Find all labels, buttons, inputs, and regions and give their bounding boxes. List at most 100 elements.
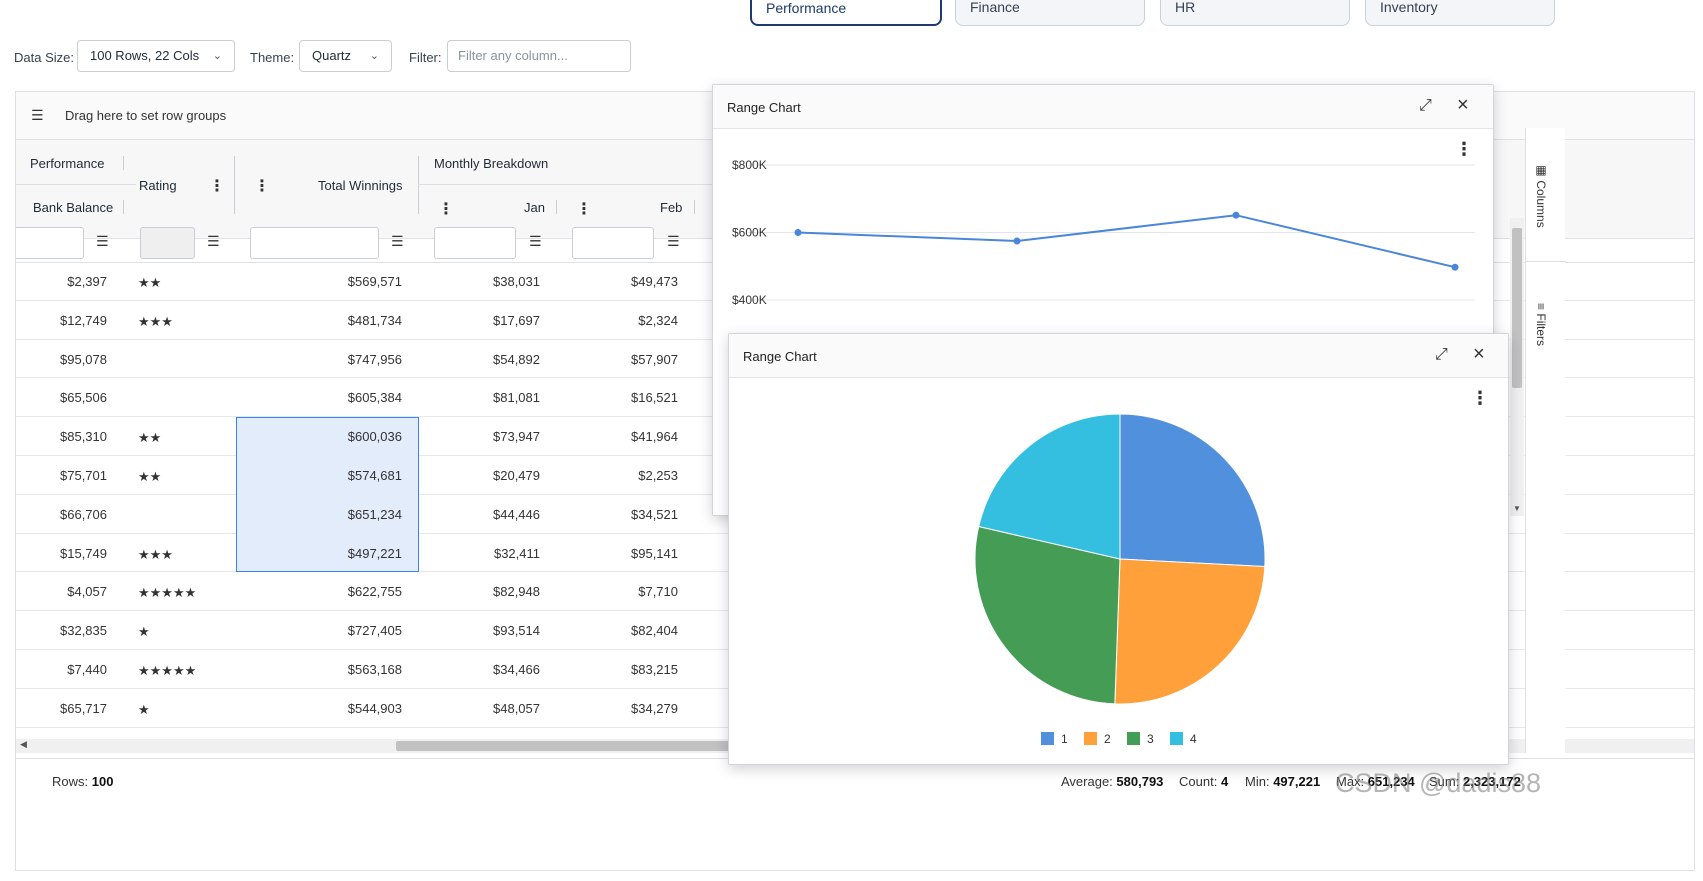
cell-feb[interactable]: $83,215 <box>631 662 678 677</box>
columns-tab[interactable]: ▦ Columns <box>1534 163 1548 228</box>
cell-total-winnings[interactable]: $574,681 <box>347 468 402 483</box>
scroll-left-icon[interactable]: ◀ <box>20 739 27 749</box>
data-point[interactable] <box>794 228 802 236</box>
cell-bank-balance[interactable]: $85,310 <box>60 429 107 445</box>
cell-rating[interactable]: ★ <box>138 701 150 717</box>
cell-jan[interactable]: $73,947 <box>493 429 540 445</box>
filter-icon[interactable]: ☰ <box>529 233 542 249</box>
chart-title-bar[interactable]: Range Chart ⤢ × <box>729 334 1508 378</box>
cell-feb[interactable]: $95,141 <box>631 545 678 561</box>
data-size-select[interactable]: 100 Rows, 22 Cols ⌄ <box>77 40 235 72</box>
cell-jan[interactable]: $54,892 <box>493 351 540 367</box>
pie-slice[interactable] <box>978 413 1121 560</box>
cell-bank-balance[interactable]: $65,506 <box>60 390 107 406</box>
cell-total-winnings[interactable]: $605,384 <box>347 390 402 406</box>
cell-jan[interactable]: $48,057 <box>493 700 540 716</box>
vertical-scrollbar[interactable]: ▼ <box>1510 218 1524 516</box>
cell-total-winnings[interactable]: $600,036 <box>347 429 402 445</box>
cell-jan[interactable]: $81,081 <box>493 390 540 406</box>
demo-tab-inventory[interactable]: Inventory <box>1365 0 1555 26</box>
cell-total-winnings[interactable]: $569,571 <box>347 274 402 289</box>
cell-bank-balance[interactable]: $7,440 <box>67 662 107 677</box>
pie-slice[interactable] <box>974 525 1121 705</box>
cell-jan[interactable]: $93,514 <box>493 623 540 639</box>
pie-slice[interactable] <box>1119 413 1266 568</box>
theme-select[interactable]: Quartz ⌄ <box>299 40 392 72</box>
cell-total-winnings[interactable]: $747,956 <box>347 351 402 367</box>
cell-jan[interactable]: $38,031 <box>493 274 540 289</box>
chart-menu-icon[interactable]: ⋮ <box>1471 388 1489 408</box>
legend-label[interactable]: 4 <box>1190 732 1197 746</box>
rating-filter-input[interactable] <box>140 227 195 259</box>
demo-tab-performance[interactable]: Performance <box>750 0 942 26</box>
total-winnings-filter-input[interactable] <box>250 227 379 259</box>
bank-balance-filter-input[interactable] <box>16 227 84 259</box>
column-separator[interactable] <box>123 200 124 214</box>
cell-rating[interactable]: ★★ <box>138 469 162 484</box>
cell-bank-balance[interactable]: $66,706 <box>60 506 107 522</box>
column-menu-icon[interactable]: ⋮ <box>438 201 454 218</box>
legend-swatch[interactable] <box>1084 732 1097 745</box>
legend-label[interactable]: 2 <box>1104 732 1111 746</box>
header-feb[interactable]: Feb <box>660 200 683 215</box>
selected-range-cell[interactable] <box>236 417 419 456</box>
column-separator[interactable] <box>418 156 419 214</box>
cell-bank-balance[interactable]: $95,078 <box>60 351 107 367</box>
pie-slice[interactable] <box>1114 558 1266 705</box>
legend-swatch[interactable] <box>1041 732 1054 745</box>
cell-bank-balance[interactable]: $15,749 <box>60 545 107 561</box>
data-point[interactable] <box>1232 211 1240 219</box>
cell-bank-balance[interactable]: $75,701 <box>60 468 107 483</box>
header-rating[interactable]: Rating <box>139 178 177 193</box>
cell-total-winnings[interactable]: $481,734 <box>347 312 402 328</box>
column-menu-icon[interactable]: ⋮ <box>209 178 225 195</box>
cell-feb[interactable]: $57,907 <box>631 351 678 367</box>
chart-menu-icon[interactable]: ⋮ <box>1455 139 1473 159</box>
cell-feb[interactable]: $16,521 <box>631 390 678 406</box>
jan-filter-input[interactable] <box>434 227 516 259</box>
maximize-icon[interactable]: ⤢ <box>1419 97 1432 114</box>
data-point[interactable] <box>1451 263 1459 271</box>
cell-bank-balance[interactable]: $65,717 <box>60 700 107 716</box>
cell-jan[interactable]: $20,479 <box>493 468 540 483</box>
cell-rating[interactable]: ★★★ <box>138 313 173 329</box>
header-total-winnings[interactable]: Total Winnings <box>318 178 403 193</box>
cell-rating[interactable]: ★★★★★ <box>138 585 197 601</box>
selected-range-cell[interactable] <box>236 533 419 573</box>
header-jan[interactable]: Jan <box>524 200 545 215</box>
cell-jan[interactable]: $44,446 <box>493 506 540 522</box>
cell-feb[interactable]: $82,404 <box>631 623 678 639</box>
filter-icon[interactable]: ☰ <box>667 233 680 249</box>
cell-feb[interactable]: $34,521 <box>631 506 678 522</box>
selected-range-cell[interactable] <box>236 456 419 495</box>
cell-rating[interactable]: ★★★ <box>138 546 173 562</box>
cell-total-winnings[interactable]: $563,168 <box>347 662 402 677</box>
filters-tab[interactable]: ≡ Filters <box>1534 303 1548 347</box>
legend-swatch[interactable] <box>1170 732 1183 745</box>
data-point[interactable] <box>1013 237 1021 245</box>
column-menu-icon[interactable]: ⋮ <box>576 201 592 218</box>
legend-label[interactable]: 3 <box>1147 732 1154 746</box>
cell-total-winnings[interactable]: $544,903 <box>347 700 402 716</box>
column-menu-icon[interactable]: ⋮ <box>254 178 270 195</box>
scrollbar-thumb[interactable] <box>396 741 776 751</box>
header-bank-balance[interactable]: Bank Balance <box>33 200 114 215</box>
cell-rating[interactable]: ★ <box>138 624 150 640</box>
cell-total-winnings[interactable]: $727,405 <box>347 623 402 639</box>
demo-tab-hr[interactable]: HR <box>1160 0 1350 26</box>
header-performance-group[interactable]: Performance <box>30 156 105 171</box>
cell-bank-balance[interactable]: $12,749 <box>60 312 107 328</box>
cell-jan[interactable]: $82,948 <box>493 584 540 600</box>
selected-range-cell[interactable] <box>236 494 419 534</box>
cell-feb[interactable]: $7,710 <box>638 584 678 600</box>
cell-feb[interactable]: $2,253 <box>638 468 678 483</box>
cell-total-winnings[interactable]: $651,234 <box>347 506 402 522</box>
close-icon[interactable]: × <box>1473 343 1485 365</box>
cell-feb[interactable]: $41,964 <box>631 429 678 445</box>
column-separator[interactable] <box>234 156 235 214</box>
column-separator[interactable] <box>694 200 695 214</box>
cell-total-winnings[interactable]: $622,755 <box>347 584 402 600</box>
legend-swatch[interactable] <box>1127 732 1140 745</box>
column-separator[interactable] <box>556 200 557 214</box>
scroll-down-icon[interactable]: ▼ <box>1513 504 1521 513</box>
